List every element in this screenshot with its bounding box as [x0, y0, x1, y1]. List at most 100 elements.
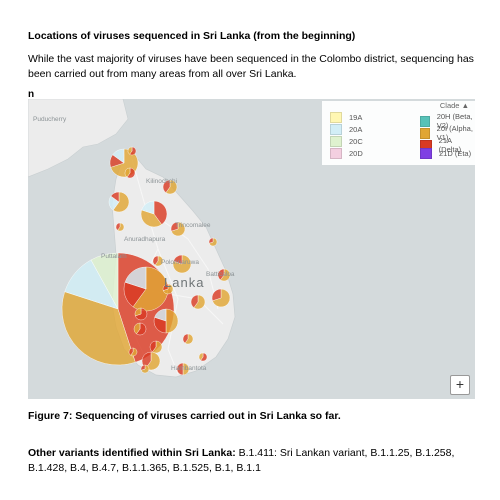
location-pie-marker[interactable]: [217, 268, 231, 282]
location-pie-marker[interactable]: [123, 266, 169, 312]
location-pie-marker[interactable]: [124, 167, 136, 179]
pie-slice: [61, 291, 136, 366]
figure-caption: Figure 7: Sequencing of viruses carried …: [28, 410, 341, 422]
legend-swatch: [420, 127, 430, 139]
pie-slice: [173, 254, 183, 265]
location-pie-marker[interactable]: [208, 237, 218, 247]
variants-label: Other variants identified within Sri Lan…: [28, 447, 236, 459]
legend-item[interactable]: 20H (Beta, V2): [420, 112, 475, 130]
legend-swatch: [420, 148, 432, 159]
variants-list: B.1.411: Sri Lankan variant, B.1.1.25, B…: [28, 447, 455, 474]
location-pie-marker[interactable]: [115, 222, 125, 232]
location-pie-marker[interactable]: [162, 179, 178, 195]
legend-item[interactable]: 20I (Alpha, V1): [420, 124, 475, 142]
legend-swatch: [420, 115, 430, 127]
pie-slice: [90, 252, 119, 310]
pie-slice: [162, 283, 169, 291]
pie-slice: [165, 179, 178, 195]
legend-swatch: [330, 148, 342, 159]
pie-slice: [149, 340, 157, 353]
legend-label: 20H (Beta, V2): [436, 112, 473, 130]
pie-slice: [129, 146, 137, 156]
legend-swatch: [330, 112, 342, 123]
pie-slice: [182, 362, 190, 376]
place-label: Anuradhapura: [124, 236, 166, 243]
pie-slice: [154, 255, 164, 267]
location-pie-marker[interactable]: [153, 308, 179, 334]
pie-slice: [124, 167, 131, 178]
pie-slice: [152, 255, 159, 266]
location-pie-marker[interactable]: [108, 191, 130, 213]
pie-slice: [140, 364, 146, 371]
pie-slice: [110, 191, 120, 203]
pie-slice: [217, 268, 225, 281]
location-pie-marker[interactable]: [182, 333, 194, 345]
place-label: Polonnaruwa: [161, 259, 199, 266]
location-pie-marker[interactable]: [128, 347, 138, 357]
place-label: Puducherry: [33, 116, 67, 123]
legend-label: 21A (Delta): [438, 136, 462, 154]
location-pie-marker[interactable]: [170, 221, 186, 237]
legend-swatch: [330, 136, 342, 147]
place-label: Hambantota: [171, 365, 207, 372]
map-view[interactable]: Puducherry Kilinochchi Anuradhapura Trin…: [28, 99, 475, 399]
location-pie-marker[interactable]: [133, 322, 147, 336]
legend-item[interactable]: 20A: [330, 124, 362, 135]
pie-slice: [162, 179, 171, 193]
panel-letter: n: [28, 89, 35, 100]
legend-swatch: [330, 124, 342, 135]
location-pie-marker[interactable]: [134, 307, 148, 321]
pie-slice: [190, 294, 199, 308]
other-variants-paragraph: Other variants identified within Sri Lan…: [28, 446, 478, 476]
pie-slice: [154, 308, 167, 322]
pie-slice: [115, 222, 121, 231]
pie-slice: [198, 352, 204, 361]
location-pie-marker[interactable]: [140, 200, 168, 228]
pie-slice: [182, 333, 189, 344]
legend-label: 20D: [349, 149, 363, 158]
india-landmass: [28, 99, 129, 178]
legend-label: 20I (Alpha, V1): [436, 124, 473, 142]
place-label: Kilinochchi: [146, 178, 178, 185]
pie-slice: [152, 340, 163, 354]
location-pie-marker[interactable]: [149, 340, 163, 354]
pie-slice: [212, 288, 231, 308]
location-pie-marker[interactable]: [198, 352, 208, 362]
pie-slice: [136, 322, 147, 336]
pie-slice: [112, 148, 125, 164]
legend-label: 20A: [349, 125, 363, 134]
clade-legend: Clade ▲ 19A 20A 20C 20D 20H (Beta, V2) 20I (A…: [322, 101, 475, 165]
legend-item[interactable]: 21D (Eta): [420, 148, 471, 159]
location-pie-marker[interactable]: [190, 294, 206, 310]
pie-slice: [211, 288, 222, 302]
location-pie-marker[interactable]: [211, 288, 231, 308]
pie-slice: [200, 352, 208, 362]
pie-slice: [133, 322, 141, 335]
location-pie-marker[interactable]: [172, 254, 192, 274]
pie-slice: [170, 221, 179, 232]
location-pie-marker[interactable]: [140, 364, 150, 374]
pie-slice: [112, 191, 130, 213]
pie-slice: [126, 167, 136, 179]
pie-slice: [117, 222, 125, 232]
legend-item[interactable]: 20C: [330, 136, 363, 147]
pie-slice: [128, 347, 134, 356]
pie-slice: [134, 307, 142, 317]
pie-slice: [124, 266, 147, 290]
legend-item[interactable]: 19A: [330, 112, 362, 123]
pie-slice: [130, 347, 138, 357]
pie-slice: [127, 146, 133, 155]
legend-item[interactable]: 20D: [330, 148, 363, 159]
zoom-in-button[interactable]: +: [450, 375, 470, 395]
legend-title[interactable]: Clade ▲: [439, 101, 469, 110]
location-pie-marker[interactable]: [176, 362, 190, 376]
chevron-up-icon: ▲: [461, 101, 469, 110]
sequence-location-markers[interactable]: [61, 146, 231, 376]
location-pie-marker[interactable]: [127, 146, 137, 156]
pie-slice: [193, 294, 206, 310]
intro-paragraph: While the vast majority of viruses have …: [28, 53, 474, 80]
place-label: Puttalam: [101, 253, 127, 260]
location-pie-marker[interactable]: [152, 255, 164, 267]
pie-slice: [208, 237, 214, 244]
map-canvas[interactable]: [28, 99, 475, 399]
